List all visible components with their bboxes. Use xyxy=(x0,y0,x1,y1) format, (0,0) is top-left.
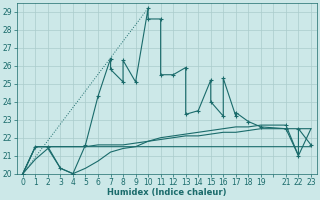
X-axis label: Humidex (Indice chaleur): Humidex (Indice chaleur) xyxy=(107,188,227,197)
